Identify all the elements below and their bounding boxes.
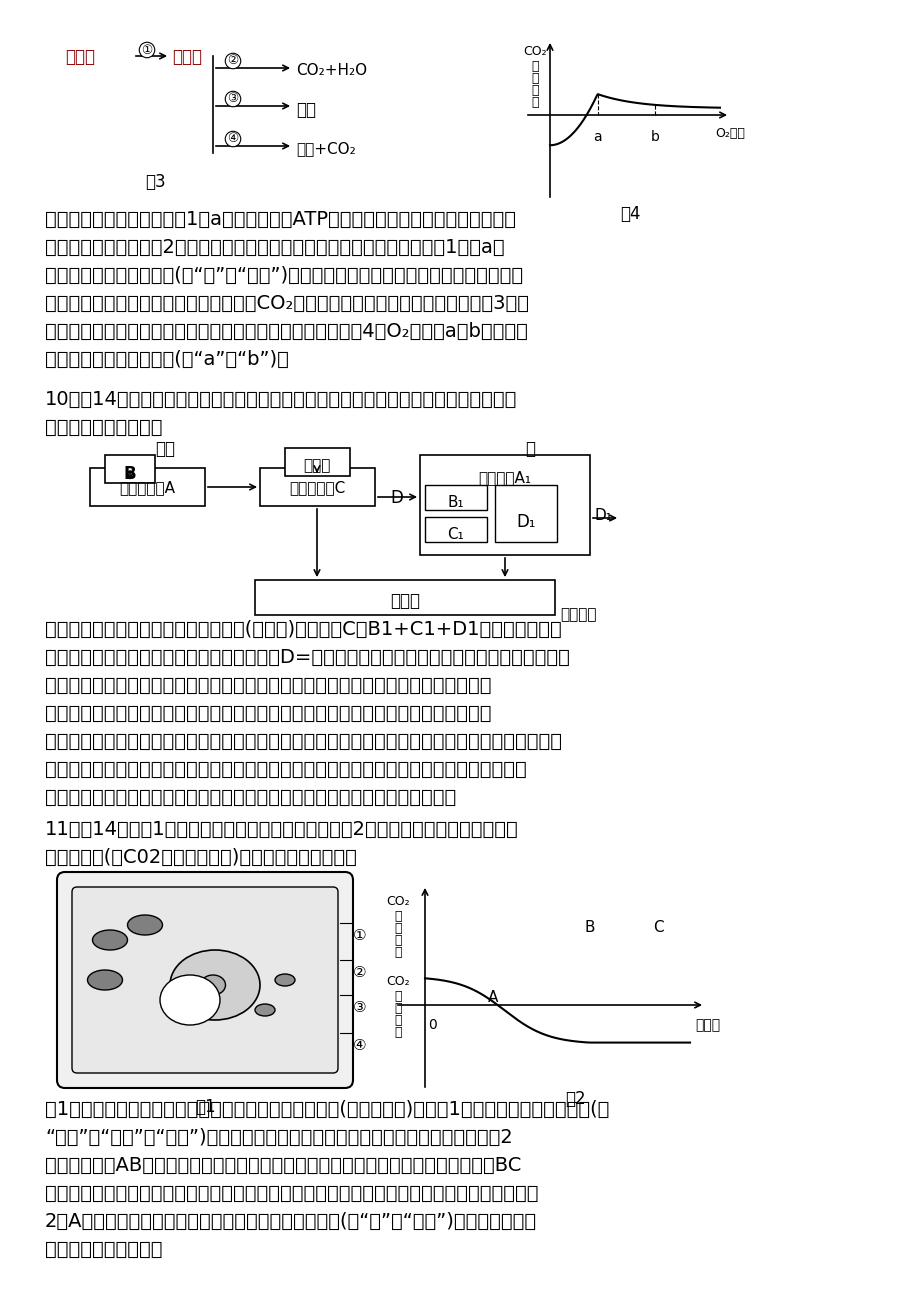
- Text: 释: 释: [394, 990, 402, 1003]
- Text: 图2: 图2: [564, 1090, 584, 1108]
- Text: 分解者: 分解者: [390, 592, 420, 611]
- Text: ③: ③: [227, 92, 238, 105]
- Text: 率: 率: [394, 1026, 402, 1039]
- Ellipse shape: [200, 975, 225, 995]
- Text: 放: 放: [394, 1003, 402, 1016]
- Text: 将蚕沙（粪便）投入鱼塘供给鱼食用，蚕沙中所含的能量属于第＿＿＿＿＿＿营养级所: 将蚕沙（粪便）投入鱼塘供给鱼食用，蚕沙中所含的能量属于第＿＿＿＿＿＿营养级所: [45, 676, 491, 695]
- Text: A: A: [488, 990, 498, 1005]
- FancyBboxPatch shape: [57, 872, 353, 1088]
- Text: 率: 率: [530, 96, 539, 109]
- Text: 吸较强的是＿＿＿＿＿＿(填“a”或“b”)。: 吸较强的是＿＿＿＿＿＿(填“a”或“b”)。: [45, 350, 289, 368]
- Text: 11．（14分）图1是某植物叶肉细胞的结构示意图，图2表示该植物在不同光强度下光: 11．（14分）图1是某植物叶肉细胞的结构示意图，图2表示该植物在不同光强度下光: [45, 820, 518, 838]
- Text: C: C: [652, 921, 664, 935]
- Text: CO₂: CO₂: [386, 975, 409, 988]
- Text: ③: ③: [353, 1000, 367, 1016]
- Text: “大于”或“小于”或“等于”)细胞液浓度的溶液中，该细胞将会出现质壁分离现象。图2: “大于”或“小于”或“等于”)细胞液浓度的溶液中，该细胞将会出现质壁分离现象。图…: [45, 1128, 512, 1147]
- Text: 和蚕用于＿＿＿＿＿＿的能量。蚕同化的能量D=＿＿＿＿＿＿＿＿＿＿＿＿＿＿之和（填字母）。: 和蚕用于＿＿＿＿＿＿的能量。蚕同化的能量D=＿＿＿＿＿＿＿＿＿＿＿＿＿＿之和（填…: [45, 648, 569, 667]
- Text: O₂浓度: O₂浓度: [714, 128, 744, 141]
- FancyBboxPatch shape: [425, 517, 486, 542]
- Text: 请据图回答以下问题：: 请据图回答以下问题：: [45, 418, 163, 437]
- Text: 10．（14分）下图为桑基鱼塘农业生态系统局部的能量流动，图中字母代表相应能量。: 10．（14分）下图为桑基鱼塘农业生态系统局部的能量流动，图中字母代表相应能量。: [45, 391, 516, 409]
- Text: 2中A点状态，则在较长时间内该植物＿＿＿＿＿＿＿＿(填“能”或“不能”)正常生长，原因: 2中A点状态，则在较长时间内该植物＿＿＿＿＿＿＿＿(填“能”或“不能”)正常生长…: [45, 1212, 537, 1230]
- Text: B: B: [584, 921, 595, 935]
- Text: D₁: D₁: [516, 513, 535, 531]
- Text: B: B: [123, 465, 136, 483]
- Text: 不同生物无氧呼吸产物不同的直接原因是＿＿＿＿＿＿＿；图4中O₂浓度为a、b时无氧呼: 不同生物无氧呼吸产物不同的直接原因是＿＿＿＿＿＿＿；图4中O₂浓度为a、b时无氧…: [45, 322, 528, 341]
- FancyBboxPatch shape: [425, 486, 486, 510]
- Text: ④: ④: [227, 133, 238, 146]
- Text: 速: 速: [394, 1014, 402, 1027]
- Text: 乳酸: 乳酸: [296, 102, 315, 118]
- Text: ②: ②: [353, 965, 367, 980]
- Text: 图1: 图1: [195, 1098, 215, 1116]
- Text: 图1细胞内具有双层膜结构的细胞器有＿＿＿＿＿＿＿＿(填图中序号)。将图1细胞浸润在＿＿＿＿＿＿(填: 图1细胞内具有双层膜结构的细胞器有＿＿＿＿＿＿＿＿(填图中序号)。将图1细胞浸润…: [45, 1100, 608, 1118]
- Text: 量。蚕粪中的碳元素只能以＿＿＿＿＿＿＿＿＿＿＿＿＿＿＿＿＿形式流向鱼。向鱼塘中少量投入蚕: 量。蚕粪中的碳元素只能以＿＿＿＿＿＿＿＿＿＿＿＿＿＿＿＿＿形式流向鱼。向鱼塘中少…: [45, 732, 562, 751]
- Text: 速: 速: [530, 85, 539, 98]
- FancyBboxPatch shape: [494, 486, 556, 542]
- Text: 净光合作用C: 净光合作用C: [289, 480, 345, 495]
- Text: C₁: C₁: [448, 527, 464, 542]
- Text: 则一昼夜中该植物＿＿＿(填“能”或“不能”)正常生长，其原因是＿＿＿＿＿。细胞呼吸是: 则一昼夜中该植物＿＿＿(填“能”或“不能”)正常生长，其原因是＿＿＿＿＿。细胞呼…: [45, 266, 523, 285]
- Text: 图3: 图3: [144, 173, 165, 191]
- Text: b: b: [651, 130, 659, 145]
- Text: 吸: 吸: [394, 910, 402, 923]
- Text: 呼吸作用A₁: 呼吸作用A₁: [478, 470, 531, 486]
- Text: 桑树: 桑树: [154, 440, 175, 458]
- Text: 粪对生态系统不产生明显的影响，这是因为该生态系统具有＿＿＿＿＿＿＿＿＿＿＿＿＿＿。: 粪对生态系统不产生明显的影响，这是因为该生态系统具有＿＿＿＿＿＿＿＿＿＿＿＿＿＿…: [45, 760, 527, 779]
- FancyBboxPatch shape: [285, 448, 349, 477]
- Text: 释: 释: [530, 60, 539, 73]
- Text: 流经图甲: 流经图甲: [560, 607, 596, 622]
- Text: 放: 放: [530, 72, 539, 85]
- Ellipse shape: [87, 970, 122, 990]
- FancyBboxPatch shape: [105, 454, 154, 483]
- Text: 同化的能量。蚕粪是优良的鱼类词料，适量的投入可以给鱼提供食物，从而提高鱼的产: 同化的能量。蚕粪是优良的鱼类词料，适量的投入可以给鱼提供食物，从而提高鱼的产: [45, 704, 491, 723]
- Text: ④: ④: [353, 1038, 367, 1053]
- Text: 蚕: 蚕: [525, 440, 535, 458]
- Text: ①: ①: [142, 43, 153, 56]
- Text: B₁: B₁: [448, 495, 464, 510]
- Text: CO₂: CO₂: [386, 894, 409, 907]
- Text: 请分析回答下面的问题：图1中a点时叶肉细胞ATP的合成场所有＿＿＿＿＿＿＿＿＿，: 请分析回答下面的问题：图1中a点时叶肉细胞ATP的合成场所有＿＿＿＿＿＿＿＿＿，: [45, 210, 516, 229]
- Text: 收: 收: [394, 922, 402, 935]
- Text: 是＿＿＿＿＿＿＿＿。: 是＿＿＿＿＿＿＿＿。: [45, 1240, 163, 1259]
- Ellipse shape: [255, 1004, 275, 1016]
- Text: 光强度: 光强度: [694, 1018, 720, 1032]
- Text: 葡萄糖: 葡萄糖: [65, 48, 95, 66]
- Text: 合作用速率(用C02吸收速率表示)的变化。请据图回答：: 合作用速率(用C02吸收速率表示)的变化。请据图回答：: [45, 848, 357, 867]
- Text: 总光合作用A: 总光合作用A: [119, 480, 175, 495]
- Text: 生态系统的总能量为＿＿＿＿＿＿＿＿(填字母)，图中的C和B1+C1+D1可分别表示桑树: 生态系统的总能量为＿＿＿＿＿＿＿＿(填字母)，图中的C和B1+C1+D1可分别表…: [45, 620, 562, 639]
- Text: 未利用: 未利用: [303, 458, 330, 473]
- Text: 桑基鱼塘农业生态系统不但促进了物质循环，还提高了能量＿＿＿＿＿＿＿＿。: 桑基鱼塘农业生态系统不但促进了物质循环，还提高了能量＿＿＿＿＿＿＿＿。: [45, 788, 456, 807]
- Text: ②: ②: [227, 55, 238, 68]
- FancyBboxPatch shape: [260, 467, 375, 506]
- Ellipse shape: [128, 915, 163, 935]
- Text: 丙酮酸: 丙酮酸: [172, 48, 202, 66]
- Text: 中，影响曲线AB段光合作用速率的环境因素主要是＿＿＿＿＿＿＿，而可能限制曲线BC: 中，影响曲线AB段光合作用速率的环境因素主要是＿＿＿＿＿＿＿，而可能限制曲线BC: [45, 1156, 521, 1174]
- Text: a: a: [593, 130, 601, 145]
- Text: 细胞内进行的将糖类等有机物＿＿＿＿成CO₂或其它产物，并且释放能量的过程。图3中，: 细胞内进行的将糖类等有机物＿＿＿＿成CO₂或其它产物，并且释放能量的过程。图3中…: [45, 294, 528, 312]
- FancyBboxPatch shape: [90, 467, 205, 506]
- Text: 图4: 图4: [619, 204, 640, 223]
- Ellipse shape: [93, 930, 128, 950]
- Text: CO₂+H₂O: CO₂+H₂O: [296, 62, 367, 78]
- FancyBboxPatch shape: [420, 454, 589, 555]
- Text: CO₂: CO₂: [523, 46, 546, 59]
- Text: D₁: D₁: [595, 508, 612, 523]
- FancyBboxPatch shape: [255, 579, 554, 615]
- Text: 0: 0: [427, 1018, 437, 1032]
- Text: 此时叶肉细胞内发生图2中的＿＿＿＿＿＿＿＿过程。如果白天光照强度为图1中的a，: 此时叶肉细胞内发生图2中的＿＿＿＿＿＿＿＿过程。如果白天光照强度为图1中的a，: [45, 238, 505, 256]
- Text: D: D: [391, 490, 403, 506]
- Text: 酒精+CO₂: 酒精+CO₂: [296, 141, 356, 156]
- FancyBboxPatch shape: [72, 887, 337, 1073]
- Text: 段光合作用速率的两种环境因素主要是＿＿＿＿＿＿＿＿＿＿＿＿＿。如果植物白天始终处于图: 段光合作用速率的两种环境因素主要是＿＿＿＿＿＿＿＿＿＿＿＿＿。如果植物白天始终处…: [45, 1184, 538, 1203]
- Ellipse shape: [160, 975, 220, 1025]
- Ellipse shape: [275, 974, 295, 986]
- Text: 率: 率: [394, 947, 402, 960]
- Text: 速: 速: [394, 934, 402, 947]
- Ellipse shape: [170, 950, 260, 1019]
- Text: ①: ①: [353, 928, 367, 943]
